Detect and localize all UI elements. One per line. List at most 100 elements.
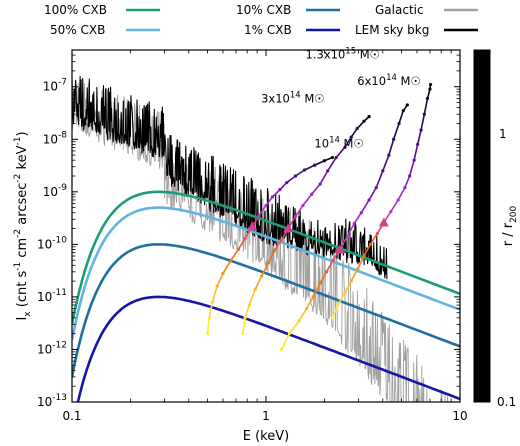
cluster-point	[428, 87, 432, 91]
cluster-track-segment	[295, 169, 305, 177]
cluster-mass-labels: 1014 M☉ 3x1014 M☉ 6x1014 M☉ 1.3x1015 M☉	[261, 47, 421, 151]
cluster-point	[401, 109, 405, 113]
cluster-point	[279, 238, 283, 242]
r500-marker	[283, 223, 294, 233]
cluster-point	[326, 169, 330, 173]
cluster-track-segment	[305, 296, 314, 309]
cluster-mass-label: 3x1014 M☉	[261, 91, 324, 106]
cluster-point	[207, 316, 211, 320]
legend-label-1-cxb: 1% CXB	[244, 23, 292, 37]
cxb-curves	[72, 190, 460, 402]
cluster-point	[416, 142, 420, 146]
cluster-point	[368, 242, 372, 246]
cluster-point	[330, 155, 335, 160]
y-tick-label: 10-7	[43, 78, 67, 94]
cluster-track-segment	[331, 304, 339, 319]
cluster-track-segment	[423, 98, 429, 115]
cluster-point	[419, 128, 423, 132]
cluster-track-segment	[298, 308, 308, 322]
cluster-point	[349, 279, 353, 283]
cluster-point	[359, 211, 363, 215]
cluster-point	[349, 135, 353, 139]
cluster-point	[305, 306, 309, 311]
x-tick-label: 1	[262, 409, 270, 423]
cluster-point	[356, 266, 360, 270]
cluster-track-segment	[294, 205, 304, 217]
cluster-track-segment	[267, 250, 275, 263]
cluster-track-segment	[327, 157, 337, 172]
cluster-point	[311, 295, 315, 299]
cluster-point	[247, 303, 251, 307]
x-tick-label: 10	[452, 409, 467, 423]
cxb-curve	[76, 295, 460, 402]
cluster-point	[367, 115, 371, 119]
cluster-point	[270, 195, 275, 199]
colorbar: 1 0.1 r / r200	[473, 49, 519, 409]
cluster-track-segment	[304, 164, 315, 171]
cluster-track-segment	[335, 146, 346, 159]
cluster-track-segment	[344, 136, 352, 148]
cluster-point	[312, 163, 317, 167]
cluster-track-segment	[258, 205, 267, 217]
cluster-track-segment	[416, 129, 422, 145]
cluster-track-segment	[286, 175, 297, 184]
cluster-track-segment	[288, 320, 300, 335]
y-tick-label: 10-13	[37, 393, 67, 409]
cluster-track-segment	[273, 239, 283, 252]
cluster-track-segment	[244, 304, 251, 319]
cluster-point	[367, 198, 371, 202]
cluster-track-segment	[265, 196, 274, 206]
cluster-track-segment	[312, 283, 321, 298]
cluster-track-segment	[211, 285, 218, 303]
svg-text:r / r200: r / r200	[501, 205, 519, 246]
y-tick-label: 10-8	[43, 130, 68, 146]
cluster-track-segment	[302, 193, 313, 206]
cluster-point	[345, 235, 349, 239]
cluster-track-segment	[392, 123, 400, 140]
legend-label-100-cxb: 100% CXB	[44, 3, 107, 17]
cluster-track-segment	[314, 160, 325, 167]
cluster-point	[206, 332, 210, 336]
r500-marker	[334, 244, 345, 254]
cluster-point	[405, 103, 409, 107]
cluster-point	[229, 258, 233, 262]
cluster-mass-label: 6x1014 M☉	[357, 73, 420, 88]
cluster-point	[257, 214, 261, 218]
cluster-track-segment	[271, 189, 281, 198]
cluster-track-segment	[319, 271, 328, 284]
cluster-track-segment	[311, 183, 321, 195]
y-tick-label: 10-11	[37, 288, 67, 304]
cluster-point	[362, 254, 366, 258]
cluster-point	[396, 198, 400, 202]
cluster-track-segment	[420, 114, 426, 131]
cluster-point	[285, 180, 289, 185]
cxb-curve	[72, 243, 460, 377]
y-axis-title: Ix (cnt s-1 cm-2 arcsec-2 keV-1)	[13, 131, 33, 320]
cluster-point	[331, 258, 335, 262]
cluster-point	[381, 169, 385, 173]
cluster-track-segment	[216, 273, 224, 287]
cluster-track-segment	[222, 259, 232, 274]
cluster-point	[318, 182, 322, 186]
cluster-point	[343, 291, 347, 295]
cluster-point	[397, 121, 401, 126]
cluster-point	[278, 188, 282, 192]
cluster-point	[428, 82, 433, 87]
cluster-point	[215, 284, 219, 288]
cluster-point	[302, 168, 307, 172]
cluster-track-segment	[390, 199, 399, 213]
cluster-point	[408, 174, 412, 178]
cluster-point	[266, 260, 271, 265]
cluster-track-segment	[260, 262, 270, 277]
cluster-tracks	[206, 82, 433, 352]
cluster-point	[403, 186, 407, 190]
legend: 100% CXB 10% CXB Galactic 50% CXB 1% CXB…	[44, 3, 478, 37]
cluster-point	[334, 155, 338, 160]
cluster-track-segment	[337, 292, 346, 306]
cluster-point	[324, 270, 329, 274]
legend-label-50-cxb: 50% CXB	[50, 23, 105, 37]
cluster-point	[264, 203, 268, 208]
cluster-track-segment	[206, 317, 211, 334]
colorbar-tick-0.1: 0.1	[497, 395, 516, 409]
